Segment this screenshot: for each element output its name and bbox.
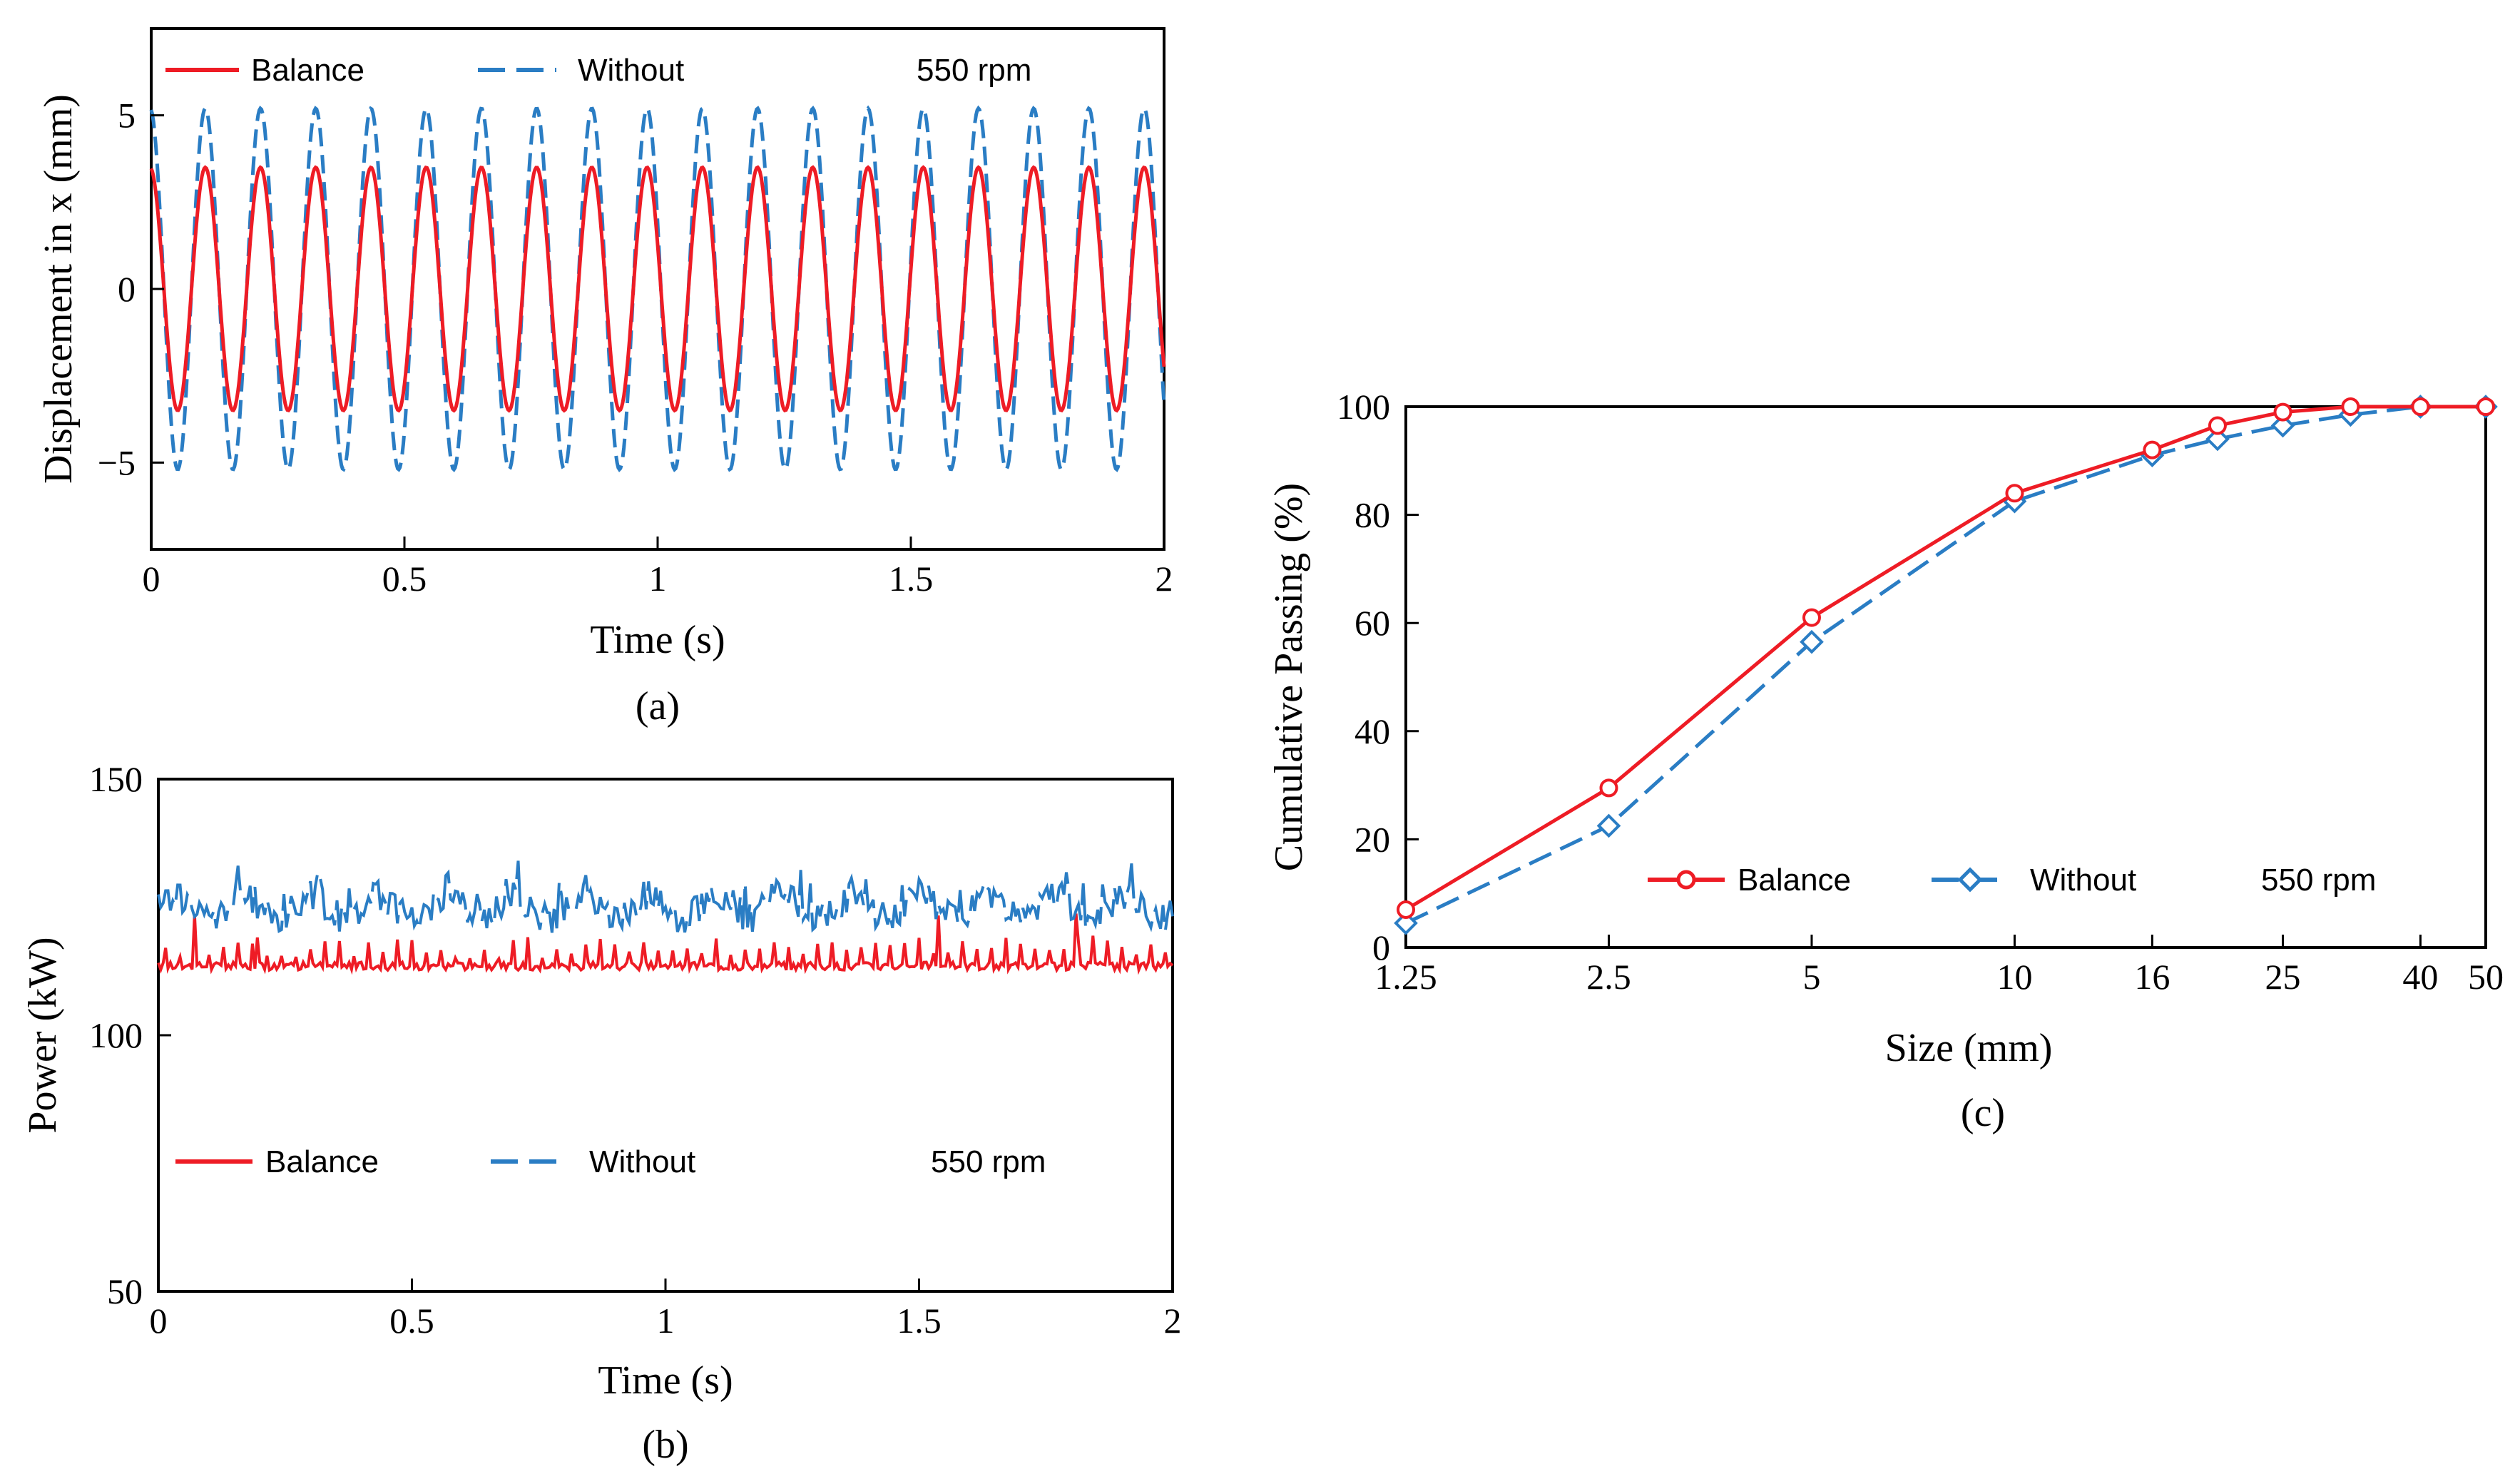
panel-a-label: (a) (636, 684, 680, 728)
panel-c-y-tick-label: 60 (1355, 603, 1390, 643)
panel-c-x-tick-label: 10 (1996, 957, 2032, 997)
panel-b-series-without-line (157, 860, 1174, 934)
panel-c-legend-without-marker (1957, 867, 1983, 893)
panel-a-series-balance-line (149, 165, 1166, 413)
panel-b-legend-without-label: Without (589, 1144, 695, 1179)
panel-c-y-tick-label: 40 (1355, 711, 1390, 751)
panel-b-power-chart: 0 0.5 1 1.5 2 50 100 150 Time (s) Power (kW) (… (21, 759, 1182, 1467)
panel-a-y-tick-label: 5 (118, 96, 136, 136)
panel-b-series (157, 860, 1174, 975)
panel-c-balance-point (2005, 484, 2024, 503)
panel-a-x-tick-label: 1.5 (889, 559, 934, 599)
panel-c-without-point (1800, 629, 1824, 654)
panel-a-x-tick-label: 0 (143, 559, 160, 599)
panel-c-x-tick-label: 40 (2402, 957, 2438, 997)
panel-c-x-ticks: 1.25 2.5 5 10 16 25 40 50 (1374, 935, 2504, 997)
panel-a-rpm-annotation: 550 rpm (917, 53, 1031, 88)
panel-c-label: (c) (1961, 1091, 2005, 1135)
panel-a-legend-balance-label: Balance (251, 53, 364, 88)
panel-b-x-tick-label: 0.5 (389, 1301, 434, 1341)
panel-b-y-tick-label: 50 (107, 1271, 143, 1311)
panel-a-x-tick-label: 2 (1156, 559, 1173, 599)
panel-b-series-balance-line (157, 913, 1174, 975)
panel-c-y-tick-label: 0 (1372, 928, 1390, 967)
panel-c-balance-point (2273, 402, 2292, 422)
panel-a-x-tick-label: 0.5 (382, 559, 427, 599)
panel-c-without-point (1394, 911, 1418, 935)
panel-a-legend: Balance Without 550 rpm (165, 53, 1031, 88)
panel-b-y-tick-label: 100 (89, 1015, 143, 1055)
panel-c-y-tick-label: 80 (1355, 495, 1390, 535)
panel-b-x-axis-label: Time (s) (598, 1358, 733, 1403)
panel-c-x-tick-label: 50 (2468, 957, 2504, 997)
panel-c-y-axis-label: Cumulative Passing (%) (1267, 483, 1311, 871)
panel-a-y-tick-label: 0 (118, 269, 136, 309)
panel-b-y-tick-label: 150 (89, 759, 143, 799)
panel-b-x-ticks: 0 0.5 1 1.5 2 (150, 1279, 1182, 1341)
panel-a-y-tick-label: −5 (98, 442, 136, 482)
panel-c-rpm-annotation: 550 rpm (2261, 863, 2376, 898)
panel-c-legend-without-label: Without (2030, 863, 2136, 898)
panel-c-balance-point (2341, 397, 2360, 416)
panel-b-plot-frame (157, 778, 1174, 1293)
panel-c-y-ticks: 0 20 40 60 80 100 (1337, 387, 1419, 967)
panel-c-balance-point (1599, 778, 1618, 798)
panel-a-displacement-chart: 0 0.5 1 1.5 2 −5 0 5 Time (s) Displacement in … (36, 27, 1173, 728)
panel-c-plot-frame (1404, 405, 2487, 949)
panel-c-y-tick-label: 100 (1337, 387, 1390, 427)
panel-b-label: (b) (642, 1423, 688, 1467)
panel-b-y-axis-label: Power (kW) (21, 937, 65, 1133)
panel-b-x-tick-label: 0 (150, 1301, 168, 1341)
panel-c-x-tick-label: 16 (2134, 957, 2170, 997)
panel-b-y-ticks: 50 100 150 (89, 759, 171, 1311)
panel-c-balance-point (2208, 416, 2227, 435)
panel-a-series (149, 105, 1166, 473)
panel-b-rpm-annotation: 550 rpm (931, 1144, 1046, 1179)
panel-b-x-tick-label: 1.5 (897, 1301, 942, 1341)
panel-a-x-tick-label: 1 (649, 559, 667, 599)
panel-a-x-axis-label: Time (s) (590, 618, 725, 662)
panel-c-without-point (2270, 413, 2295, 438)
panel-c-series-balance-line (1404, 405, 2486, 912)
panel-c-legend-balance-marker (1676, 870, 1696, 890)
panel-c-x-tick-label: 2.5 (1586, 957, 1631, 997)
panel-c-x-tick-label: 5 (1802, 957, 1820, 997)
panel-b-legend: Balance Without 550 rpm (175, 1144, 1046, 1179)
panel-c-legend-balance-label: Balance (1738, 863, 1851, 898)
panel-c-balance-point (1802, 608, 1821, 627)
panel-c-x-tick-label: 1.25 (1374, 957, 1437, 997)
panel-c-series-without-line (1404, 405, 2486, 925)
panel-a-y-axis-label: Displacement in x (mm) (36, 94, 81, 484)
panel-c-without-point (2205, 427, 2230, 452)
panel-a-legend-without-label: Without (578, 53, 684, 88)
panel-c-balance-point (1397, 900, 1415, 919)
panel-c-series (1394, 395, 2498, 935)
panel-c-without-point (1596, 813, 1621, 838)
panel-a-x-ticks: 0 0.5 1 1.5 2 (143, 537, 1173, 599)
panel-c-legend: Balance Without 550 rpm (1648, 863, 2376, 898)
panel-a-y-ticks: −5 0 5 (98, 96, 164, 482)
panel-b-legend-balance-label: Balance (265, 1144, 379, 1179)
panel-c-cumulative-passing-chart: 1.25 2.5 5 10 16 25 40 50 0 20 40 60 80 100 Size (mm… (1267, 387, 2504, 1135)
panel-b-x-tick-label: 2 (1164, 1301, 1182, 1341)
panel-b-x-tick-label: 1 (657, 1301, 675, 1341)
panel-c-balance-point (2143, 440, 2162, 459)
panel-c-balance-point (2411, 397, 2430, 416)
panel-c-y-tick-label: 20 (1355, 819, 1390, 859)
panel-c-x-axis-label: Size (mm) (1885, 1026, 2053, 1070)
panel-c-x-tick-label: 25 (2265, 957, 2301, 997)
panel-c-balance-point (2476, 397, 2495, 416)
